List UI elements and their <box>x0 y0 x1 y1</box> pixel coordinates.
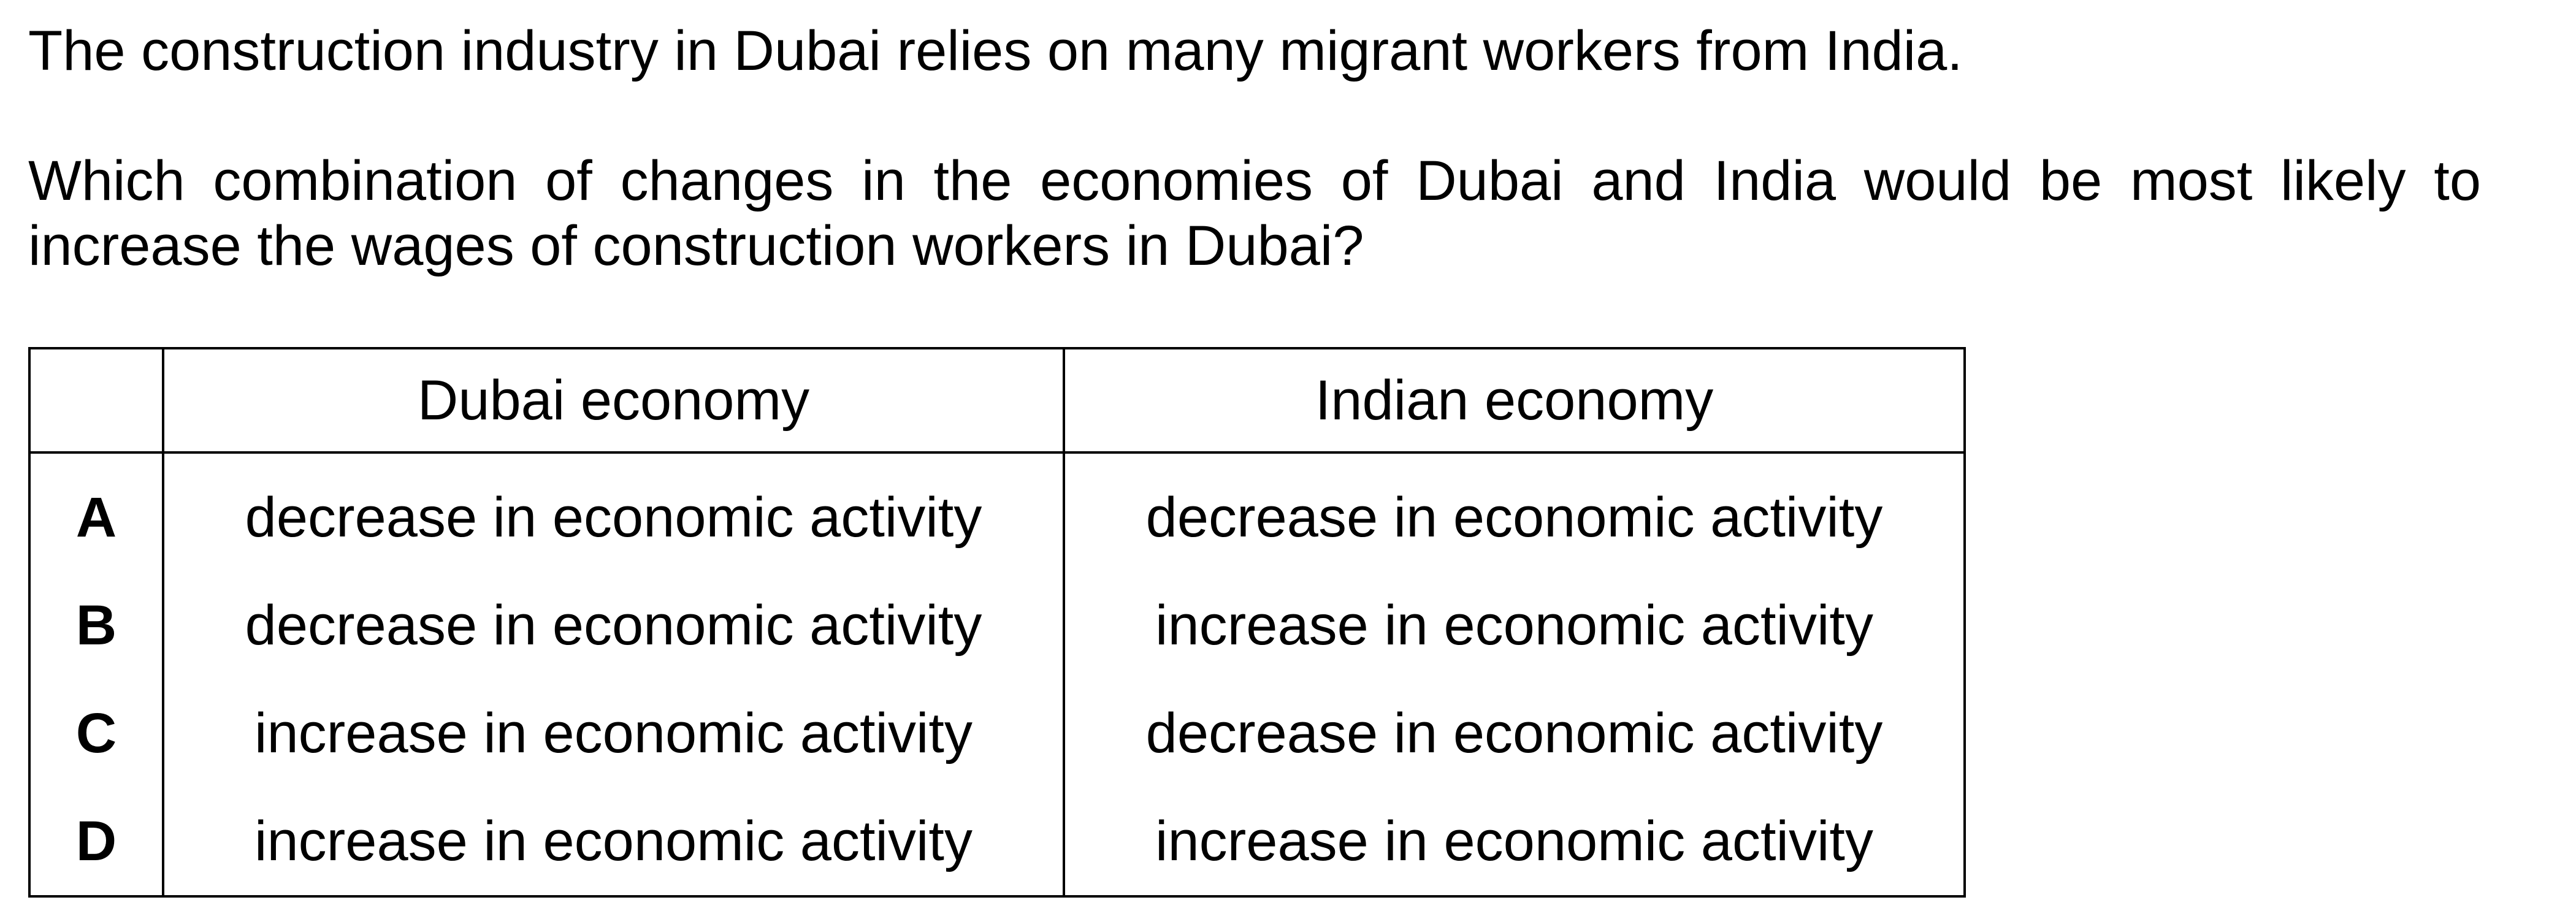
option-letter: C <box>28 679 164 787</box>
option-letter: B <box>28 571 164 679</box>
question-intro: The construction industry in Dubai relie… <box>28 20 1963 82</box>
option-row-b: B decrease in economic activity increase… <box>28 571 1966 679</box>
header-cell-letter <box>28 347 164 454</box>
question-text: Which combination of changes in the econ… <box>28 150 2481 277</box>
indian-economy-cell: increase in economic activity <box>1063 787 1966 898</box>
dubai-economy-cell: increase in economic activity <box>162 679 1065 787</box>
option-row-c: C increase in economic activity decrease… <box>28 679 1966 787</box>
option-row-d: D increase in economic activity increase… <box>28 787 1966 898</box>
dubai-economy-cell: increase in economic activity <box>162 787 1065 898</box>
table-header-row: Dubai economy Indian economy <box>28 347 1966 454</box>
header-cell-dubai-economy: Dubai economy <box>162 347 1065 454</box>
indian-economy-cell: decrease in economic activity <box>1063 452 1966 571</box>
option-row-a: A decrease in economic activity decrease… <box>28 452 1966 571</box>
header-cell-indian-economy: Indian economy <box>1063 347 1966 454</box>
answer-options-table: Dubai economy Indian economy A decrease … <box>28 347 1966 898</box>
option-letter: D <box>28 787 164 898</box>
option-letter: A <box>28 452 164 571</box>
dubai-economy-cell: decrease in economic activity <box>162 452 1065 571</box>
indian-economy-cell: decrease in economic activity <box>1063 679 1966 787</box>
dubai-economy-cell: decrease in economic activity <box>162 571 1065 679</box>
indian-economy-cell: increase in economic activity <box>1063 571 1966 679</box>
